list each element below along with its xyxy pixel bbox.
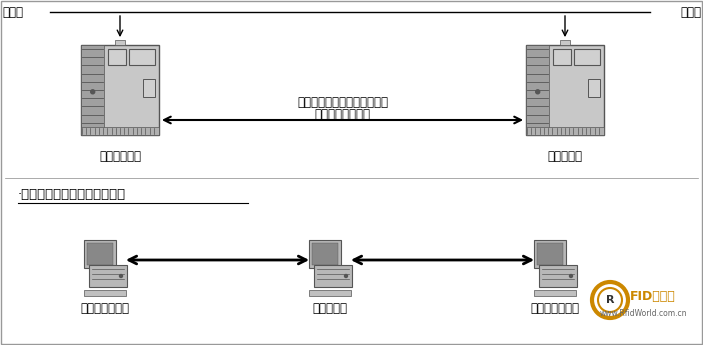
Text: ·三个地区之间数据同步处理。: ·三个地区之间数据同步处理。 <box>18 188 126 201</box>
Text: 在两个服务器之间实现数据备: 在两个服务器之间实现数据备 <box>297 96 388 108</box>
Bar <box>534 290 576 296</box>
Bar <box>81 45 159 135</box>
Bar <box>574 49 600 65</box>
Bar <box>312 243 338 265</box>
Bar <box>81 45 105 135</box>
Bar <box>314 265 352 287</box>
Bar <box>309 240 341 268</box>
Text: 局域网: 局域网 <box>2 6 23 19</box>
Bar <box>534 240 566 268</box>
Bar <box>553 49 571 65</box>
Circle shape <box>120 275 122 277</box>
Text: R: R <box>606 295 614 305</box>
Bar <box>89 265 127 287</box>
Bar <box>108 49 126 65</box>
Text: 备份服务器: 备份服务器 <box>548 150 583 163</box>
Bar <box>539 265 577 287</box>
Bar <box>309 290 351 296</box>
Bar <box>115 40 125 45</box>
Text: www.RfidWorld.com.cn: www.RfidWorld.com.cn <box>600 308 688 317</box>
Circle shape <box>344 275 347 277</box>
Text: 份和自动切换功能: 份和自动切换功能 <box>314 108 370 120</box>
Bar <box>143 79 155 97</box>
Bar <box>84 290 126 296</box>
Bar <box>588 79 600 97</box>
Bar <box>129 49 155 65</box>
Bar <box>526 127 604 135</box>
Bar <box>560 40 570 45</box>
Text: 数据库服务器: 数据库服务器 <box>99 150 141 163</box>
Bar <box>537 243 563 265</box>
Circle shape <box>569 275 572 277</box>
Text: 香港总公司: 香港总公司 <box>313 302 347 315</box>
Circle shape <box>536 90 540 94</box>
Bar <box>526 45 550 135</box>
Bar <box>84 240 116 268</box>
Bar <box>526 45 604 135</box>
Text: 香港其它办事处: 香港其它办事处 <box>531 302 579 315</box>
Text: FID世界网: FID世界网 <box>630 290 676 304</box>
Text: 局域网: 局域网 <box>680 6 701 19</box>
Bar <box>81 127 159 135</box>
Bar <box>87 243 113 265</box>
Circle shape <box>91 90 95 94</box>
Text: 大陆工厂办公室: 大陆工厂办公室 <box>81 302 129 315</box>
